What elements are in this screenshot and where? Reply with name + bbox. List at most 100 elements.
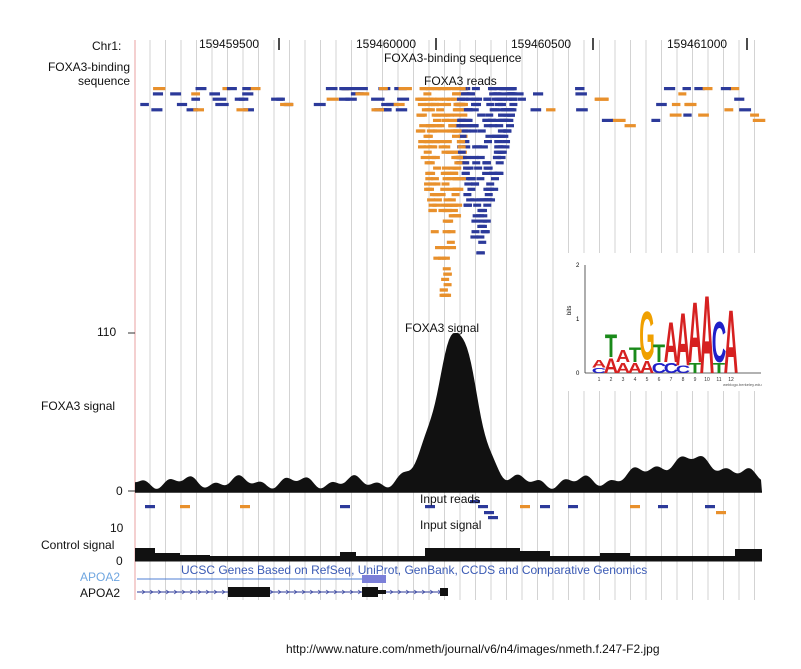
foxa3-binding-left-label: FOXA3-binding sequence [47,60,130,88]
read-tile [495,171,504,175]
read-tile [427,198,436,202]
read-tile [450,171,459,175]
gene-exon [440,588,448,596]
read-tile [447,97,456,101]
input-read-tile [716,511,726,515]
read-tile [459,113,468,117]
gene2-left-label[interactable]: APOA2 [80,586,121,600]
read-tile [242,87,251,91]
foxa3-signal-ymax: 110 [97,325,117,339]
read-tile [750,113,760,117]
strand-arrow [397,589,402,595]
read-tile [451,193,460,197]
read-tile [462,129,471,133]
motif-letter: T [605,328,618,364]
control-signal-left-label: Control signal [41,538,115,552]
read-tile [471,87,480,91]
read-tile [419,124,428,128]
read-tile [449,208,458,213]
read-tile [423,150,432,154]
read-tile [698,113,709,117]
read-tile [446,240,455,244]
input-read-tile [240,505,250,509]
read-tile [457,177,466,181]
read-tile [575,87,585,91]
motif-letter: A [664,311,678,375]
strand-arrow [189,589,194,595]
read-tile [724,108,734,112]
foxa3-reads-track-title: FOXA3 reads [424,74,497,88]
read-tile [663,87,676,91]
read-tile [476,235,485,239]
read-tile [430,140,439,144]
input-read-tile [484,511,494,515]
read-tile [381,102,394,107]
input-read-tile [520,505,530,509]
motif-letter: A [628,360,643,377]
read-tile [437,102,446,107]
motif-position-label: 7 [670,377,673,383]
read-tile [433,129,442,133]
read-tile [226,87,237,91]
read-tile [505,118,514,122]
read-tile [487,87,496,91]
read-tile [453,155,462,160]
read-tile [499,97,508,101]
input-read-tile [478,505,488,509]
gene-exon [228,587,270,597]
read-tile [444,219,453,223]
read-tile [446,177,455,181]
read-tile [418,140,427,144]
read-tile [429,193,438,197]
read-tile [482,171,491,175]
read-tile [419,97,428,101]
gene1-left-label[interactable]: APOA2 [80,570,121,584]
read-tile [326,97,339,101]
strand-arrow [277,589,282,595]
read-tile [470,108,479,112]
read-tile [498,87,507,91]
read-tile [453,118,462,122]
strand-arrow [173,589,178,595]
read-tile [421,108,430,112]
read-tile [371,108,384,112]
read-tile [498,129,507,133]
read-tile [431,155,440,160]
read-tile [495,145,504,149]
read-tile [464,108,473,112]
read-tile [424,140,433,144]
read-tile [470,198,479,202]
read-tile [464,182,473,186]
genes-track-title[interactable]: UCSC Genes Based on RefSeq, UniProt, Gen… [181,563,648,577]
gene-model-apoa2 [137,587,448,597]
read-tile [443,198,452,202]
read-tile [478,198,487,202]
read-tile [449,87,458,91]
read-tile [669,113,682,117]
read-tile [467,92,476,96]
read-tile [432,118,441,122]
motif-position-label: 5 [646,377,649,383]
read-tile [454,203,463,207]
read-tile [494,87,503,91]
read-tile [502,140,511,144]
read-tile [457,150,466,154]
read-tile [355,92,370,96]
read-tile [471,219,480,223]
chr-label: Chr1: [92,39,122,53]
read-tile [685,102,697,107]
read-tile [472,161,481,165]
input-signal-ymin: 0 [116,554,123,568]
motif-footnote: weblogo.berkeley.edu [723,382,762,387]
motif-position-label: 12 [728,377,734,383]
strand-arrow [205,589,210,595]
read-tile [682,87,691,91]
read-tile [473,203,482,207]
source-url[interactable]: http://www.nature.com/nmeth/journal/v6/n… [286,642,660,656]
strand-arrow [293,589,298,595]
read-tile [506,113,515,117]
read-tile [483,166,492,170]
read-tile [702,87,713,91]
read-tile [424,134,433,138]
